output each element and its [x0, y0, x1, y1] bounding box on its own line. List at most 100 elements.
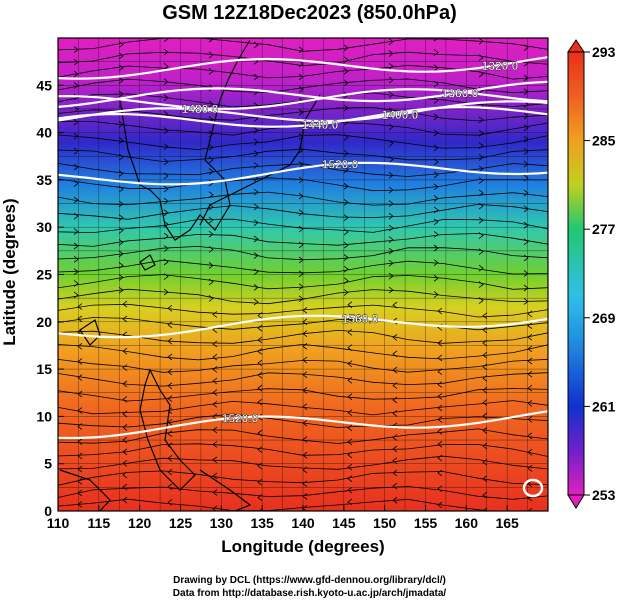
flow-arrow [163, 158, 169, 166]
streamline [58, 107, 548, 122]
height-contour [58, 100, 548, 123]
flow-arrow [73, 46, 79, 53]
flow-arrow [118, 121, 124, 128]
streamline [58, 413, 548, 428]
flow-arrow [388, 171, 394, 179]
flow-arrow [433, 97, 439, 104]
streamline [58, 498, 548, 511]
flow-arrow [437, 381, 443, 388]
flow-arrow [388, 212, 394, 220]
contour-label: 1440.0 [302, 118, 339, 132]
flow-arrow [73, 256, 79, 263]
flow-arrow [73, 291, 79, 299]
flow-arrow [167, 418, 173, 426]
y-tick-label: 20 [36, 314, 52, 330]
flow-arrow [343, 265, 349, 273]
flow-arrow [482, 363, 488, 371]
flow-arrow [73, 147, 79, 155]
flow-arrow [388, 123, 394, 131]
flow-arrow [253, 298, 259, 306]
flow-arrow [77, 342, 83, 350]
flow-arrow [437, 469, 443, 477]
flow-arrow [163, 127, 169, 135]
flow-arrow [253, 268, 259, 276]
flow-arrow [482, 326, 488, 334]
flow-arrow [523, 174, 529, 182]
flow-arrow [163, 245, 169, 252]
flow-arrow [118, 52, 124, 60]
colorbar: 253 261 269 277 285 293 [567, 39, 616, 509]
flow-arrow [298, 256, 304, 264]
flow-arrow [523, 221, 529, 229]
chart-title: GSM 12Z18Dec2023 (850.0hPa) [162, 2, 457, 24]
flow-arrow [253, 41, 259, 49]
flow-arrow [388, 186, 394, 194]
streamline [58, 78, 548, 94]
flow-arrow [208, 144, 214, 151]
flow-arrow [347, 451, 353, 459]
flow-arrow [392, 457, 398, 465]
flow-arrow [163, 143, 169, 150]
flow-arrow [478, 189, 484, 197]
flow-arrow [478, 116, 484, 124]
flow-arrow [163, 273, 169, 280]
flow-arrow [347, 463, 353, 471]
flow-arrow [253, 235, 259, 243]
flow-arrow [523, 298, 529, 305]
flow-arrow [478, 297, 484, 304]
flow-arrow [347, 301, 353, 309]
flow-arrow [77, 328, 83, 336]
flow-arrow [523, 284, 529, 292]
flow-arrow [167, 483, 173, 491]
flow-arrow [343, 44, 349, 52]
streamline [58, 148, 548, 162]
flow-arrow [347, 409, 353, 417]
flow-arrow [433, 144, 439, 152]
flow-arrow [302, 318, 308, 326]
flow-arrow [433, 64, 439, 72]
flow-arrow [122, 347, 128, 355]
flow-arrow [212, 377, 218, 385]
flow-arrow [167, 304, 173, 312]
y-tick-label: 25 [36, 267, 52, 283]
flow-arrow [523, 254, 529, 262]
flow-arrow [527, 384, 533, 392]
streamline [58, 400, 548, 416]
flow-arrow [302, 451, 308, 459]
contour-label: 1320.0 [482, 59, 519, 73]
flow-arrow [253, 219, 259, 226]
flow-arrow [388, 50, 394, 57]
flow-arrow [77, 423, 83, 430]
height-contour [58, 314, 548, 339]
flow-arrow [347, 438, 353, 446]
flow-arrow [208, 100, 214, 108]
flow-arrow [122, 315, 128, 323]
flow-arrow [347, 376, 353, 384]
flow-arrow [527, 432, 533, 440]
flow-arrow [122, 364, 128, 371]
flow-arrow [527, 400, 533, 407]
flow-arrow [208, 51, 214, 59]
colorbar-max-arrow [567, 39, 585, 53]
flow-arrow [433, 274, 439, 282]
colorbar-tick-label: 293 [592, 44, 616, 60]
flow-arrow [212, 441, 218, 448]
x-tick-label: 110 [47, 515, 70, 531]
flow-arrow [167, 499, 173, 506]
flow-arrow [343, 79, 349, 87]
flow-arrow [257, 478, 263, 486]
colorbar-tick-label: 269 [592, 310, 616, 326]
flow-arrow [77, 465, 83, 473]
flow-arrow [73, 212, 79, 220]
flow-arrow [433, 259, 439, 266]
flow-arrow [343, 289, 349, 296]
flow-arrow [298, 225, 304, 233]
flow-arrow [163, 185, 169, 193]
flow-arrow [208, 203, 214, 211]
flow-arrow [302, 403, 308, 410]
flow-arrow [253, 138, 259, 146]
flow-arrow [388, 224, 394, 232]
flow-arrow [437, 307, 443, 315]
flow-arrow [167, 442, 173, 449]
flow-arrow [298, 46, 304, 54]
